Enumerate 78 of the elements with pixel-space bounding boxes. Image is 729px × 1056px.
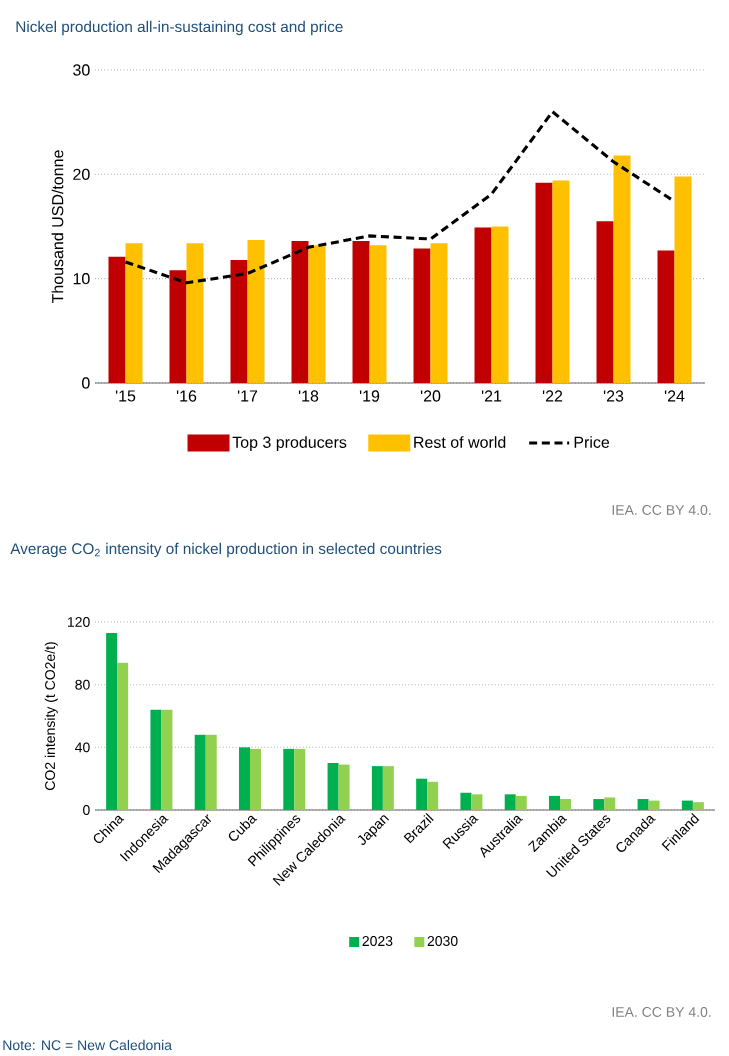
bar <box>604 797 616 810</box>
y-tick-label: 30 <box>73 64 90 76</box>
bar <box>338 764 350 810</box>
y-tick-label: 20 <box>73 168 90 180</box>
bar <box>515 795 527 810</box>
bar <box>416 778 428 810</box>
bar <box>369 245 387 383</box>
bar <box>549 795 560 810</box>
bar <box>430 243 448 383</box>
legend-label: 2030 <box>427 936 458 947</box>
bar <box>205 734 217 810</box>
bar <box>657 250 675 383</box>
y-tick-label: 0 <box>82 377 90 389</box>
bar <box>637 799 649 810</box>
text: IEA. CC BY 4.0. <box>612 505 711 515</box>
bar <box>593 799 605 810</box>
bar <box>230 259 248 383</box>
bar <box>674 176 692 383</box>
y-tick-label: 10 <box>73 273 90 285</box>
x-tick-label: '17 <box>237 390 258 402</box>
bar <box>552 180 570 383</box>
y-tick-label: 120 <box>68 617 90 627</box>
bar <box>108 256 126 383</box>
bar <box>371 766 383 810</box>
x-tick-label: '15 <box>115 390 136 402</box>
bar <box>161 709 173 810</box>
bar <box>491 226 509 383</box>
x-tick-label: '24 <box>664 390 685 402</box>
chart-title: Average CO$_{2}$ intensity of nickel production in selected countries <box>10 542 442 558</box>
y-axis-title: CO2 intensity (t CO2e/t) <box>44 642 58 790</box>
bar <box>291 241 309 383</box>
bar <box>648 800 660 810</box>
bar <box>169 270 187 383</box>
bar <box>352 241 370 383</box>
bar <box>460 792 472 810</box>
y-axis-title: Thousand USD/tonne <box>51 150 64 304</box>
bar <box>194 734 206 810</box>
y-tick-label: 80 <box>75 679 90 690</box>
text: Note: NC = New Caledonia <box>3 1039 172 1051</box>
bar <box>125 243 143 383</box>
bar <box>613 155 631 383</box>
bar <box>596 221 614 383</box>
bar <box>186 243 204 383</box>
bar <box>327 763 339 810</box>
bar <box>692 802 704 810</box>
x-tick-label: '16 <box>176 390 197 402</box>
bar <box>250 748 261 810</box>
x-tick-label: '18 <box>298 390 319 402</box>
bar <box>308 245 326 383</box>
bar <box>535 182 553 383</box>
bar <box>117 662 129 810</box>
x-tick-label: '22 <box>542 390 563 402</box>
legend-label: Top 3 producers <box>232 436 347 452</box>
text: IEA. CC BY 4.0. <box>612 1007 711 1017</box>
x-tick-label: '23 <box>603 390 624 402</box>
legend-label: 2023 <box>362 936 393 947</box>
y-tick-label: 0 <box>83 805 90 815</box>
bar <box>471 794 483 810</box>
legend-label: Rest of world <box>414 436 506 448</box>
bar <box>474 227 492 383</box>
x-tick-label: '20 <box>420 390 441 402</box>
y-tick-label: 40 <box>75 742 90 753</box>
bar <box>283 748 295 810</box>
bar <box>413 248 431 383</box>
bar <box>681 800 693 810</box>
bar <box>504 794 516 810</box>
chart-title: Nickel production all-in-sustaining cost and price <box>16 20 343 36</box>
x-tick-label: '21 <box>481 390 502 402</box>
bar <box>382 766 394 810</box>
bar <box>294 748 306 810</box>
bar <box>247 240 265 383</box>
x-tick-label: '19 <box>359 390 380 402</box>
bar <box>239 747 250 810</box>
bar <box>106 632 118 810</box>
bar <box>150 709 162 810</box>
bar <box>560 799 572 810</box>
bar <box>427 781 439 810</box>
legend-label: Price <box>574 436 610 448</box>
